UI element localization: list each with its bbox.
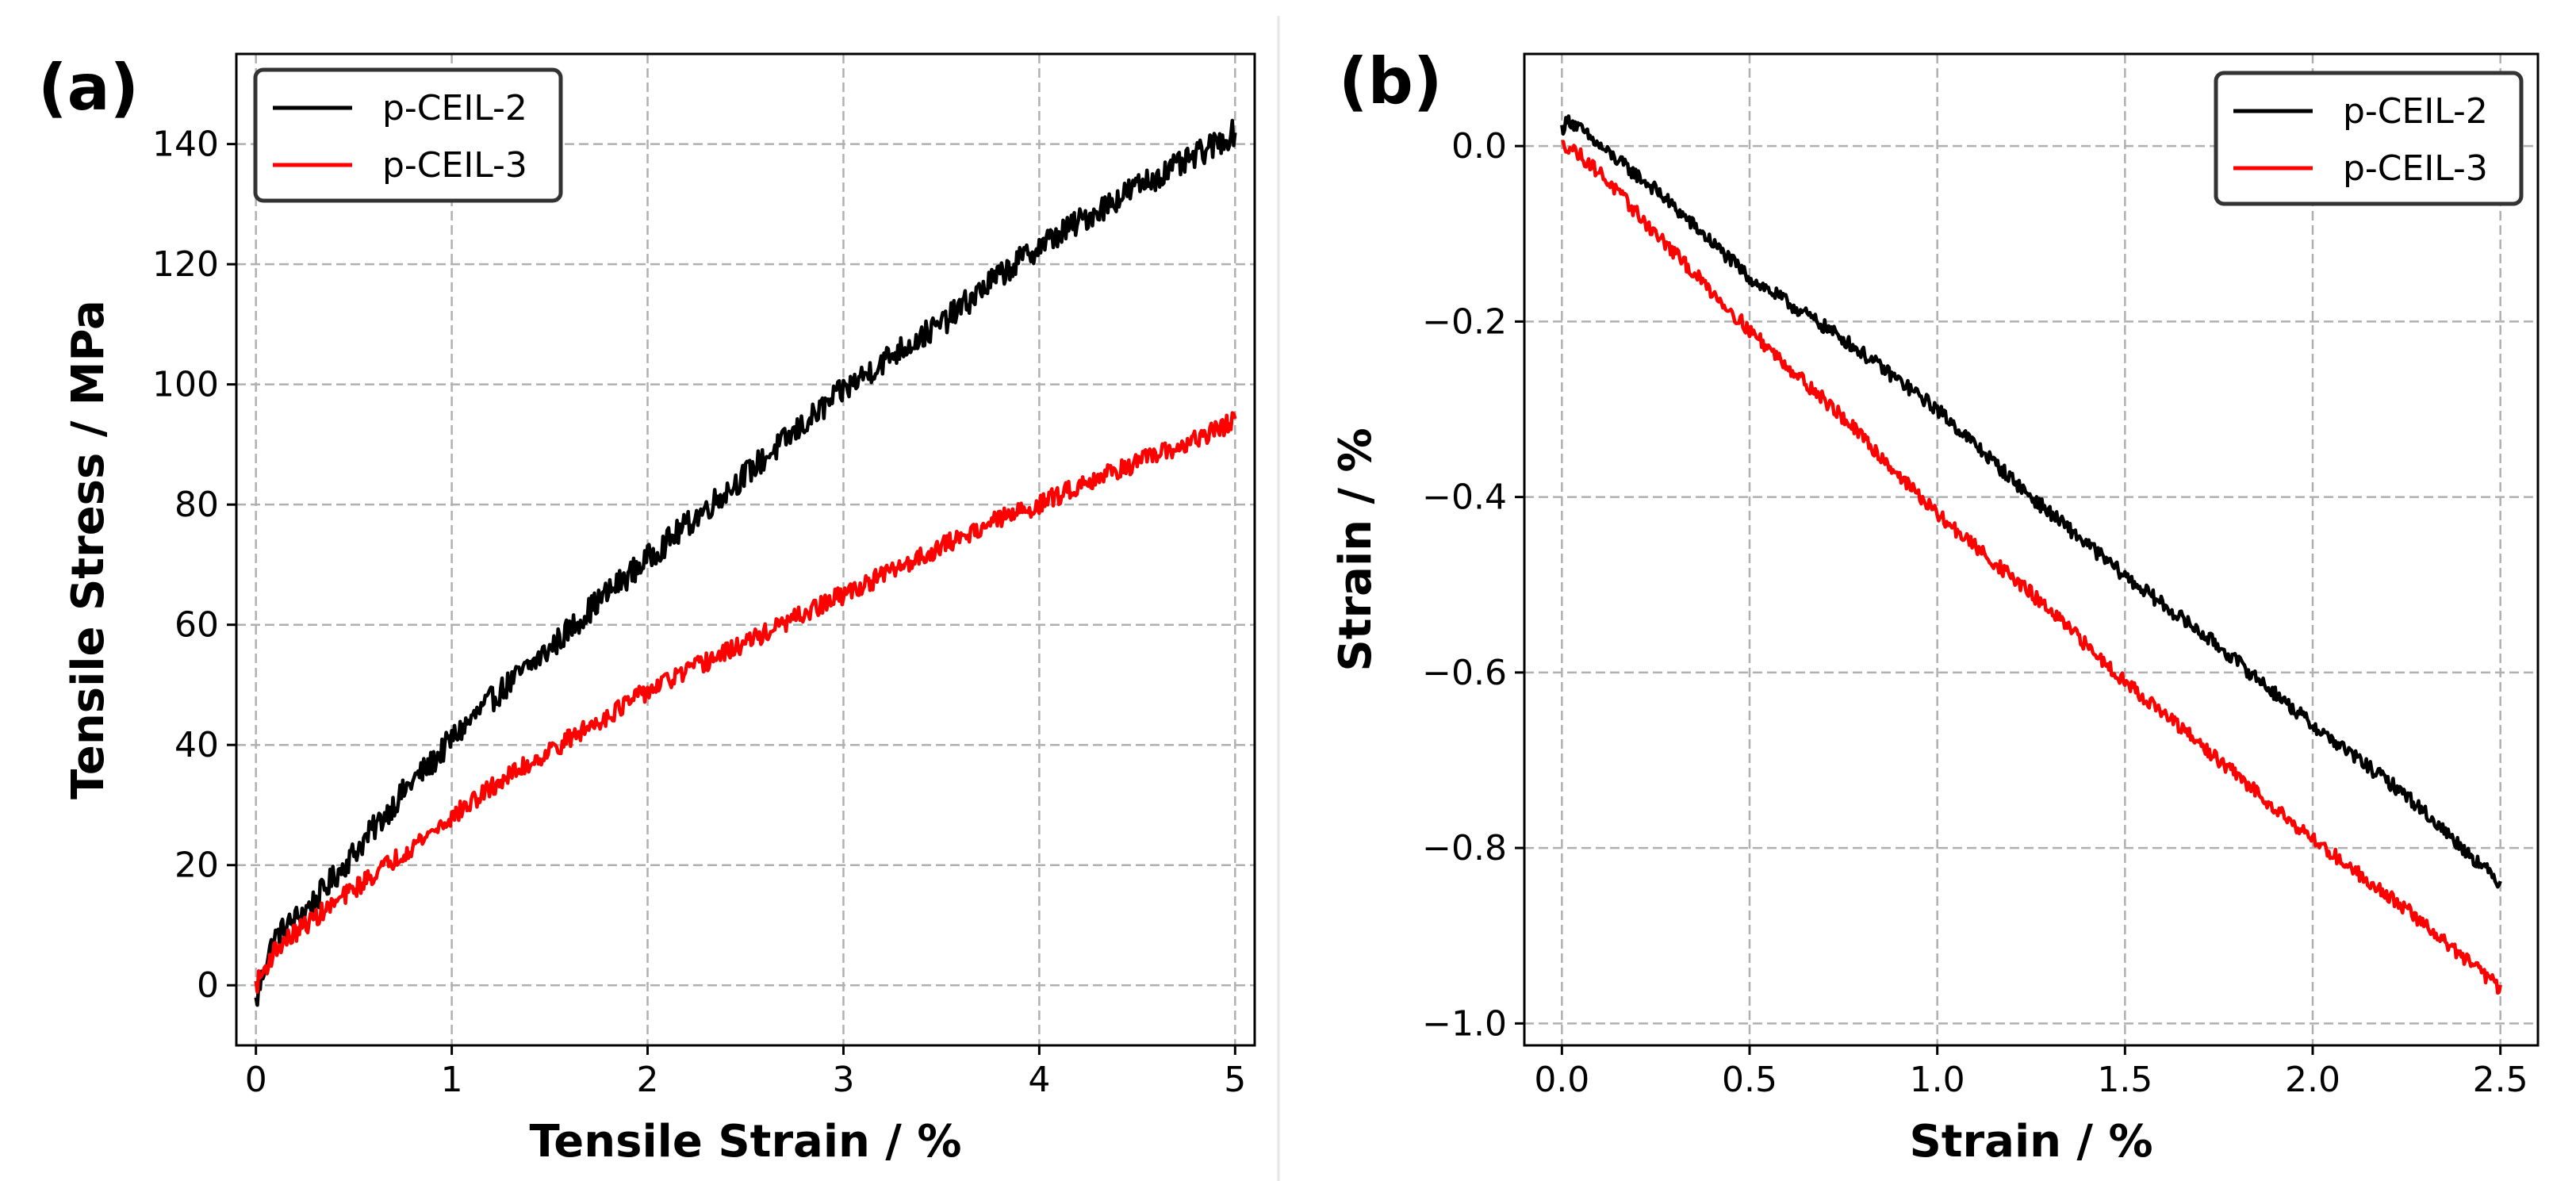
panel-a: 0 1 2 3 4 5 0 20 40 60 80 100 120 140 Tensile Strain /… (38, 51, 1256, 1168)
x-tick-label: 4 (1028, 1060, 1050, 1100)
x-tick-label: 2.0 (2285, 1060, 2340, 1100)
x-tick-label: 0.0 (1534, 1060, 1589, 1100)
x-tick-label: 1 (441, 1060, 463, 1100)
x-axis-label: Strain / % (1909, 1116, 2152, 1168)
y-tick-label: 100 (152, 365, 219, 405)
y-axis-label: Tensile Stress / MPa (63, 300, 114, 799)
legend-entry: p-CEIL-2 (2343, 91, 2488, 132)
y-tick-label: −0.8 (1422, 828, 1507, 868)
y-tick-label: 80 (174, 485, 219, 525)
x-tick-label: 0 (245, 1060, 267, 1100)
legend-box (2214, 71, 2524, 206)
x-tick-label: 3 (832, 1060, 854, 1100)
x-tick-label: 0.5 (1722, 1060, 1777, 1100)
x-tick-label: 2 (637, 1060, 659, 1100)
series-line-p-ceil-2 (1560, 114, 2502, 889)
legend: p-CEIL-2 p-CEIL-3 (2214, 71, 2524, 206)
y-tick-label: 40 (174, 725, 219, 765)
y-tick-label: 120 (152, 244, 219, 285)
x-tick-label: 1.0 (1910, 1060, 1965, 1100)
series-line-p-ceil-3 (254, 411, 1237, 994)
legend-entry: p-CEIL-3 (2343, 148, 2488, 189)
y-axis-label: Strain / % (1330, 428, 1382, 671)
panel-label: (a) (38, 51, 139, 125)
y-tick-label: −0.6 (1422, 653, 1507, 693)
series-line-p-ceil-3 (1561, 140, 2502, 995)
panel-b: 0.0 0.5 1.0 1.5 2.0 2.5 0.0 −0.2 −0.4 −0.6 −0.8 −1.… (1330, 44, 2540, 1168)
y-tick-label: 20 (174, 845, 219, 886)
y-tick-label: 140 (152, 125, 219, 165)
legend-entry: p-CEIL-2 (382, 88, 527, 128)
y-tick-label: −0.4 (1422, 477, 1507, 518)
x-axis-label: Tensile Strain / % (530, 1116, 962, 1168)
x-tick-label: 1.5 (2097, 1060, 2152, 1100)
plot-frame (235, 52, 1256, 1047)
plot-frame (1523, 52, 2540, 1047)
series-line-p-ceil-2 (254, 118, 1237, 1007)
legend-box (253, 67, 563, 203)
y-tick-label: 0 (197, 965, 219, 1006)
y-tick-label: −0.2 (1422, 301, 1507, 342)
legend-entry: p-CEIL-3 (382, 145, 527, 186)
legend: p-CEIL-2 p-CEIL-3 (253, 67, 563, 203)
y-tick-label: −1.0 (1422, 1003, 1507, 1044)
y-tick-label: 60 (174, 605, 219, 646)
panel-label: (b) (1339, 44, 1442, 118)
y-tick-label: 0.0 (1451, 126, 1507, 167)
x-tick-label: 5 (1224, 1060, 1246, 1100)
x-tick-label: 2.5 (2473, 1060, 2528, 1100)
